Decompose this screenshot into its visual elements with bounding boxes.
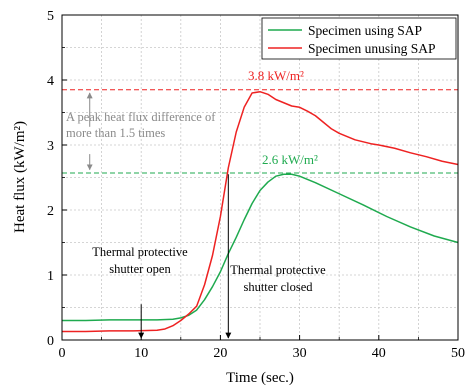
peak-difference-text-line2: more than 1.5 times	[66, 126, 165, 140]
x-axis-title: Time (sec.)	[226, 370, 294, 386]
shutter-closed-text-line2: shutter closed	[243, 280, 313, 294]
x-tick-label: 30	[293, 346, 307, 361]
y-tick-label: 2	[47, 204, 54, 219]
reference-lines	[62, 89, 458, 174]
x-tick-label: 10	[134, 346, 148, 361]
series-group	[62, 90, 459, 333]
peak-difference-text-line1: A peak heat flux difference of	[66, 110, 216, 124]
y-tick-label: 4	[47, 74, 54, 89]
shutter-open-text-line1: Thermal protective	[92, 245, 188, 259]
series-line-using-sap	[62, 173, 459, 322]
x-tick-label: 20	[213, 346, 227, 361]
legend: Specimen using SAP Specimen unusing SAP	[261, 17, 457, 60]
red-peak-label: 3.8 kW/m²	[248, 68, 304, 83]
x-tick-label: 40	[372, 346, 386, 361]
y-axis-title: Heat flux (kW/m²)	[12, 121, 28, 233]
y-tick-label: 1	[47, 269, 54, 284]
legend-label-unusing-sap: Specimen unusing SAP	[308, 41, 436, 56]
y-tick-label: 0	[47, 334, 54, 349]
axis-ticks: 0 10 20 30 40 50 0 1 2 3 4 5	[47, 9, 465, 361]
green-peak-label: 2.6 kW/m²	[262, 152, 318, 167]
legend-label-using-sap: Specimen using SAP	[308, 23, 422, 38]
x-tick-label: 50	[451, 346, 465, 361]
y-tick-label: 3	[47, 139, 54, 154]
grid-lines	[62, 15, 458, 340]
x-tick-label: 0	[59, 346, 66, 361]
shutter-closed-text-line1: Thermal protective	[230, 263, 326, 277]
legend-box	[261, 17, 457, 60]
y-tick-label: 5	[47, 9, 54, 24]
series-line-unusing-sap	[62, 90, 459, 333]
annotation-arrows	[86, 92, 232, 339]
shutter-open-text-line2: shutter open	[109, 262, 171, 276]
